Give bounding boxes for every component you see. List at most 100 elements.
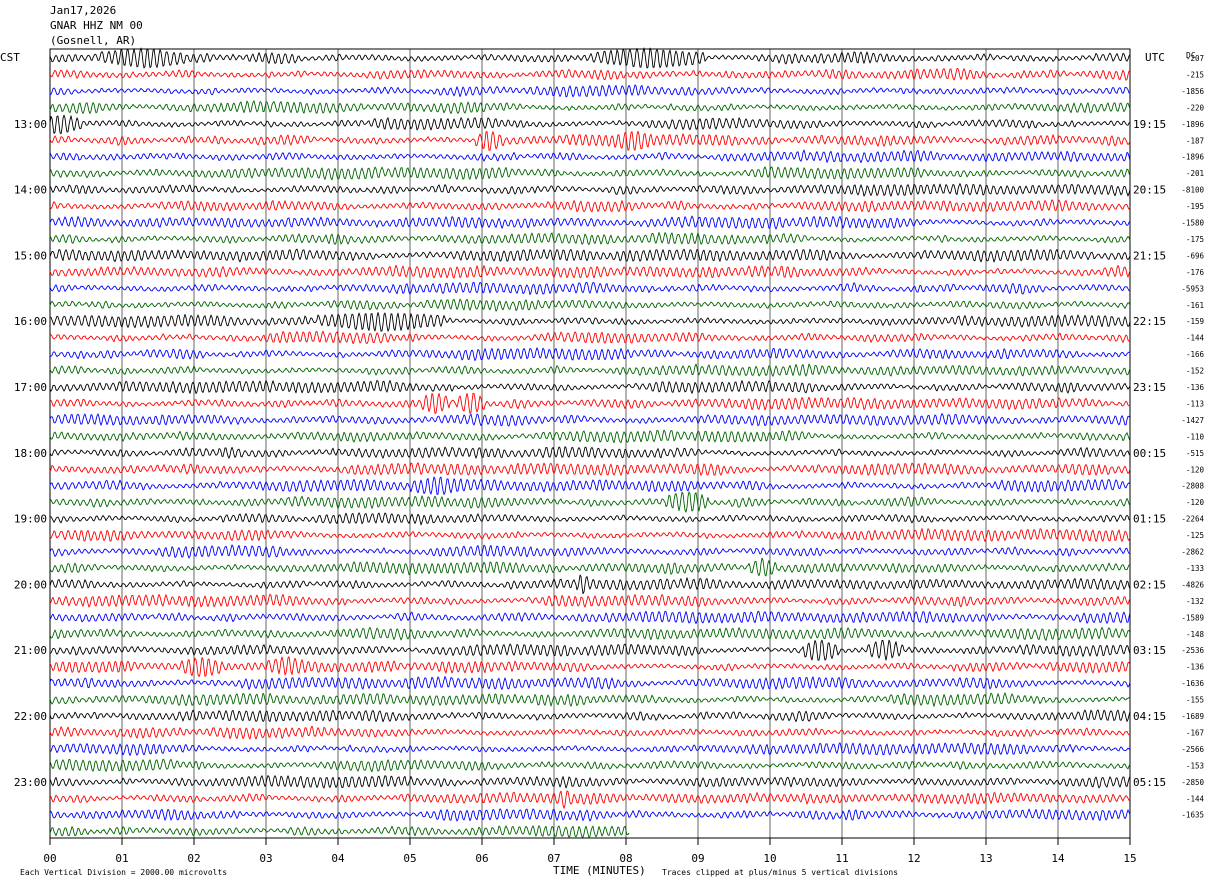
trace-line [49, 215, 1131, 230]
x-tick-label: 06 [475, 852, 488, 865]
trace-line [49, 347, 1131, 362]
trace-line [49, 446, 1131, 459]
left-hour-label: 13:00 [14, 118, 47, 131]
dc-offset-label: -1635 [1181, 811, 1204, 820]
header-station: GNAR HHZ NM 00 [50, 19, 143, 32]
dc-offset-label: -220 [1186, 103, 1205, 112]
trace-line [50, 312, 1131, 332]
dc-offset-label: -161 [1186, 301, 1204, 310]
dc-offset-label: -153 [1186, 761, 1204, 770]
right-hour-label: 22:15 [1133, 315, 1166, 328]
trace-line [49, 676, 1131, 690]
dc-offset-label: -1856 [1181, 87, 1204, 96]
trace-line [49, 775, 1131, 789]
trace-line [49, 725, 1131, 740]
dc-offset-label: -2536 [1181, 646, 1204, 655]
x-tick-label: 03 [259, 852, 272, 865]
trace-line [49, 130, 1131, 151]
trace-line [49, 114, 1131, 135]
right-hour-labels: 19:15 20:15 21:15 22:15 23:15 00:15 01:15 02:15… [1133, 118, 1166, 789]
dc-offset-label: -2808 [1181, 482, 1204, 491]
trace-line [49, 709, 1131, 723]
trace-line [49, 429, 1131, 444]
right-hour-label: 04:15 [1133, 710, 1166, 723]
trace-line [49, 47, 1131, 69]
dc-offset-label: -125 [1186, 531, 1204, 540]
right-timezone-label: UTC [1145, 51, 1165, 64]
left-hour-label: 16:00 [14, 315, 47, 328]
x-axis-ticks: 00 01 02 03 04 05 06 07 08 09 10 11 12 13 14 15 [43, 838, 1137, 865]
trace-line [49, 149, 1131, 164]
dc-offset-label: -1896 [1181, 120, 1204, 129]
dc-offset-label: -1636 [1181, 679, 1204, 688]
trace-line [49, 512, 1131, 526]
trace-line [49, 281, 1131, 295]
dc-offset-label: -215 [1186, 70, 1204, 79]
trace-line [49, 166, 1131, 181]
dc-offset-label: -2566 [1181, 745, 1204, 754]
right-hour-label: 20:15 [1133, 184, 1166, 197]
dc-offset-label: -166 [1186, 350, 1205, 359]
dc-offset-label: -133 [1186, 564, 1204, 573]
dc-offset-label: -120 [1186, 498, 1205, 507]
x-tick-label: 00 [43, 852, 56, 865]
trace-line [49, 68, 1131, 81]
dc-offset-label: -110 [1186, 432, 1205, 441]
clip-note: Traces clipped at plus/minus 5 vertical … [662, 868, 898, 877]
x-tick-label: 01 [115, 852, 128, 865]
trace-line [49, 183, 1131, 197]
trace-line [49, 557, 1131, 577]
right-hour-label: 02:15 [1133, 578, 1166, 591]
trace-line [49, 264, 1131, 279]
trace-line [49, 808, 1131, 822]
dc-offset-label: -187 [1186, 136, 1204, 145]
dc-offset-label: -207 [1186, 54, 1204, 63]
dc-offset-label: -195 [1186, 202, 1204, 211]
x-tick-label: 14 [1051, 852, 1065, 865]
right-hour-label: 01:15 [1133, 513, 1166, 526]
trace-line [49, 758, 1131, 773]
trace-line [49, 639, 1131, 661]
trace-line [49, 413, 1131, 427]
dc-offset-label: -120 [1186, 465, 1205, 474]
trace-line [49, 84, 1131, 98]
dc-offset-label: -5953 [1181, 284, 1204, 293]
trace-line [49, 742, 1131, 756]
dc-offset-labels: -207 -215 -1856 -220 -1896 -187 -1896 -201 -8100… [1181, 54, 1204, 820]
dc-offset-label: -132 [1186, 597, 1204, 606]
right-hour-label: 00:15 [1133, 447, 1166, 460]
trace-line [49, 330, 1131, 345]
dc-offset-label: -144 [1186, 794, 1205, 803]
left-hour-label: 23:00 [14, 776, 47, 789]
scale-note: Each Vertical Division = 2000.00 microvo… [20, 868, 227, 877]
dc-offset-label: -2862 [1181, 548, 1204, 557]
trace-line [49, 528, 1131, 542]
dc-offset-label: -176 [1186, 268, 1205, 277]
trace-line [49, 491, 1131, 513]
right-hour-label: 03:15 [1133, 644, 1166, 657]
trace-line [49, 392, 1131, 414]
trace-line [49, 574, 1131, 595]
dc-offset-label: -155 [1186, 696, 1204, 705]
dc-offset-label: -144 [1186, 334, 1205, 343]
header-location: (Gosnell, AR) [50, 34, 137, 47]
trace-line [49, 462, 1131, 476]
dc-offset-label: -1689 [1181, 712, 1204, 721]
trace-line [49, 199, 1131, 213]
trace-line [49, 790, 1131, 809]
trace-line [49, 610, 1131, 625]
x-tick-label: 07 [547, 852, 560, 865]
left-hour-label: 18:00 [14, 447, 47, 460]
trace-line [49, 298, 1131, 312]
right-hour-label: 19:15 [1133, 118, 1166, 131]
seismic-traces [49, 47, 1131, 838]
right-hour-label: 23:15 [1133, 381, 1166, 394]
trace-line [49, 825, 630, 838]
right-hour-label: 21:15 [1133, 249, 1166, 262]
dc-offset-label: -8100 [1181, 186, 1204, 195]
trace-line [49, 379, 1131, 394]
trace-line [49, 692, 1131, 707]
left-hour-label: 22:00 [14, 710, 47, 723]
dc-offset-label: -2264 [1181, 515, 1204, 524]
